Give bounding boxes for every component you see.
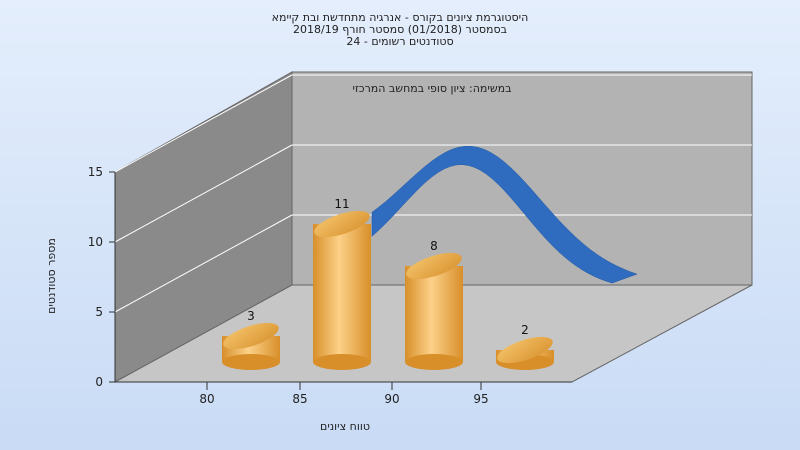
y-tick-label: 5	[95, 305, 103, 319]
bar-value-label: 3	[247, 309, 255, 323]
bar	[222, 322, 280, 370]
chart-title-line-3: סטודנטים רשומים - 24	[346, 35, 454, 48]
x-tick-label: 95	[473, 392, 488, 406]
x-axis-label: טווח ציונים	[320, 420, 370, 433]
bar-value-label: 8	[430, 239, 438, 253]
x-tick-label: 80	[199, 392, 214, 406]
chart-title-line-1: היסטוגרמת ציונים בקורס - אנרגיה מתחדשת ו…	[271, 11, 529, 24]
bar-value-label: 2	[521, 323, 529, 337]
x-tick-label: 90	[384, 392, 399, 406]
bar-value-label: 11	[334, 197, 349, 211]
chart-title-line-2: בסמסטר (01/2018) סמסטר חורף 2018/19	[293, 23, 507, 36]
x-tick-label: 85	[292, 392, 307, 406]
bar	[405, 252, 463, 370]
distribution-curve	[371, 146, 638, 284]
y-tick-label: 10	[88, 235, 103, 249]
y-tick-label: 0	[95, 375, 103, 389]
bar	[313, 210, 371, 370]
y-tick-label: 15	[88, 165, 103, 179]
y-axis-label: מספר סטודנטים	[45, 238, 58, 314]
bar	[496, 336, 554, 370]
chart-annotation: במשימה: ציון סופי במחשב המרכזי	[352, 82, 511, 95]
gridlines	[114, 74, 752, 313]
